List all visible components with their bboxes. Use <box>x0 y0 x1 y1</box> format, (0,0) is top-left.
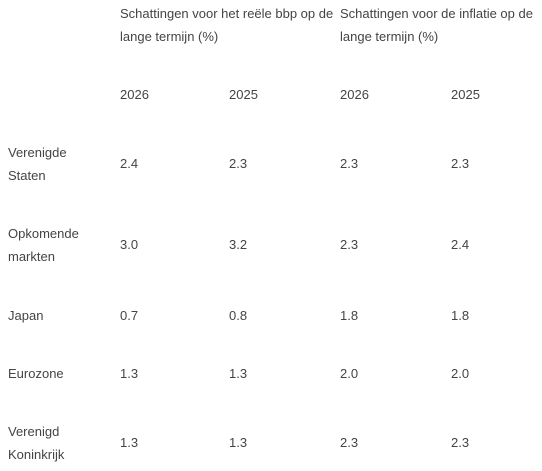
table-cell: 0.7 <box>120 308 139 323</box>
gdp-estimates-header: Schattingen voor het reële bbp op de lan… <box>120 6 334 44</box>
year-header-gdp-2025: 2025 <box>229 87 258 102</box>
table-cell: 2.0 <box>451 366 470 381</box>
row-label-emerging-markets: Opkomende markten <box>8 222 79 268</box>
row-label-line: Verenigd <box>8 424 60 439</box>
year-header-inflation-2025: 2025 <box>451 87 480 102</box>
table-cell: 1.8 <box>451 308 470 323</box>
inflation-estimates-header: Schattingen voor de inflatie op de lange… <box>340 6 533 44</box>
row-label-line: Staten <box>8 168 46 183</box>
row-label-line: markten <box>8 249 55 264</box>
table-cell: 1.3 <box>229 435 248 450</box>
row-label-eurozone: Eurozone <box>8 362 64 385</box>
table-cell: 2.4 <box>451 237 470 252</box>
table-cell: 3.0 <box>120 237 139 252</box>
table-cell: 1.8 <box>340 308 359 323</box>
row-label-japan: Japan <box>8 304 43 327</box>
table-cell: 2.3 <box>229 156 248 171</box>
table-cell: 2.4 <box>120 156 139 171</box>
table-cell: 1.3 <box>120 435 139 450</box>
table-cell: 3.2 <box>229 237 248 252</box>
row-label-line: Eurozone <box>8 366 64 381</box>
row-label-line: Opkomende <box>8 226 79 241</box>
table-cell: 1.3 <box>120 366 139 381</box>
table-cell: 2.0 <box>340 366 359 381</box>
table-cell: 2.3 <box>340 435 359 450</box>
table-cell: 1.3 <box>229 366 248 381</box>
table-cell: 2.3 <box>451 435 470 450</box>
year-header-inflation-2026: 2026 <box>340 87 369 102</box>
row-label-line: Japan <box>8 308 44 323</box>
table-cell: 2.3 <box>451 156 470 171</box>
row-label-line: Verenigde <box>8 145 67 160</box>
year-header-gdp-2026: 2026 <box>120 87 149 102</box>
row-label-united-states: Verenigde Staten <box>8 141 67 187</box>
row-label-united-kingdom: Verenigd Koninkrijk <box>8 420 64 466</box>
table-cell: 2.3 <box>340 237 359 252</box>
table-cell: 0.8 <box>229 308 248 323</box>
table-cell: 2.3 <box>340 156 359 171</box>
row-label-line: Koninkrijk <box>8 447 65 462</box>
